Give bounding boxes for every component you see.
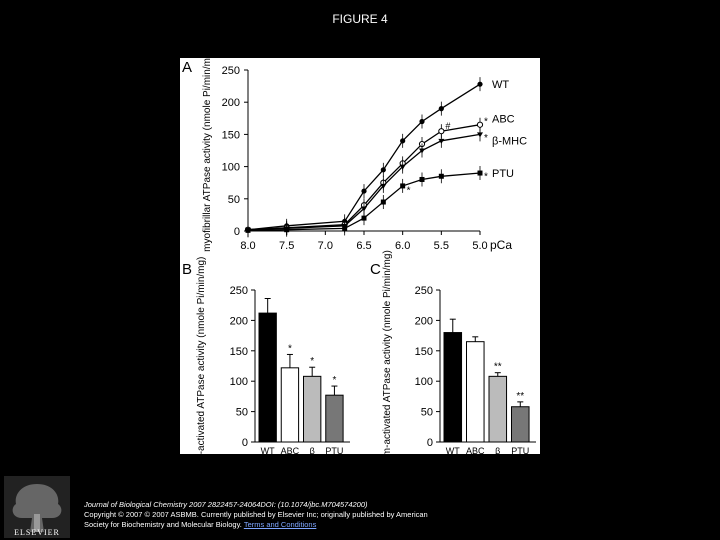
panel-a-x-tick-label: 5.0	[472, 240, 487, 252]
y-tick-label: 50	[421, 407, 433, 419]
logo-text: ELSEVIER	[14, 528, 60, 537]
data-point	[399, 164, 406, 170]
annotation: **	[516, 391, 524, 402]
bar	[466, 341, 485, 443]
annotation: *	[310, 356, 314, 367]
bar	[511, 406, 530, 443]
y-tick-label: 150	[230, 346, 248, 358]
footer: Journal of Biological Chemistry 2007 282…	[84, 500, 704, 530]
y-tick-label: 100	[230, 376, 248, 388]
copyright-2: Society for Biochemistry and Molecular B…	[84, 520, 242, 529]
bar	[280, 367, 300, 443]
bar	[325, 394, 344, 443]
data-point	[380, 167, 386, 173]
data-point	[419, 148, 425, 154]
series-label-2: β-MHC	[492, 135, 527, 147]
x-tick-label: PTU	[325, 446, 343, 454]
data-point	[419, 118, 425, 125]
data-point	[477, 170, 483, 176]
y-tick-label: 250	[230, 285, 248, 297]
data-point	[380, 183, 387, 189]
annotation: *	[288, 343, 292, 354]
annotation: #	[445, 121, 450, 131]
panel-c-y-label: calcium-activated ATPase activity (nmole…	[382, 250, 393, 454]
annotation: *	[484, 171, 488, 182]
panel-a-x-tick-label: 5.5	[434, 240, 449, 252]
series-label-1: ABC	[492, 114, 515, 126]
y-tick-label: 250	[415, 285, 433, 297]
panel-b-label: B	[182, 261, 192, 278]
x-tick-label: WT	[446, 446, 460, 454]
data-point	[438, 173, 444, 179]
x-tick-label: ABC	[466, 446, 485, 454]
panel-a-y-label: myofibrillar ATPase activity (nmole Pi/m…	[202, 58, 213, 252]
data-point	[342, 225, 348, 231]
x-tick-label: PTU	[511, 446, 529, 454]
panel-a-y-tick-label: 200	[222, 97, 240, 109]
data-point	[477, 81, 483, 87]
terms-link[interactable]: Terms and Conditions	[243, 520, 317, 529]
elsevier-tree-logo	[4, 476, 70, 538]
data-point	[400, 138, 406, 144]
page-title: FIGURE 4	[332, 12, 388, 26]
bar	[443, 332, 463, 443]
copyright: Copyright © 2007 © 2007 ASBMB. Currently…	[84, 510, 428, 519]
panel-a-x-tick-label: 6.0	[395, 240, 410, 252]
figure-panel: A 0 50 100 150 200 250 8.0 7.0 7.5 6.5 6.0 5.5 5.0 pCa…	[180, 58, 540, 454]
series-label-3: PTU	[492, 168, 514, 180]
annotation: *	[484, 117, 488, 128]
data-point	[361, 206, 367, 212]
data-point	[284, 227, 290, 233]
panel-a-y-tick-label: 150	[222, 129, 240, 141]
y-tick-label: 150	[415, 346, 433, 358]
data-point	[245, 227, 251, 233]
panel-a-x-label: pCa	[490, 238, 512, 252]
citation: Journal of Biological Chemistry 2007 282…	[84, 500, 368, 509]
y-tick-label: 50	[236, 407, 248, 419]
data-point	[438, 128, 445, 135]
copyright-line-2: Society for Biochemistry and Molecular B…	[84, 520, 704, 530]
data-point	[361, 188, 367, 194]
data-point	[361, 215, 367, 221]
series-label-0: WT	[492, 79, 509, 91]
annotation: **	[494, 362, 502, 373]
y-tick-label: 0	[427, 437, 433, 449]
panel-a-y-tick-label: 0	[234, 226, 240, 238]
annotation: *	[484, 133, 488, 144]
panel-c-label: C	[370, 261, 381, 278]
panel-a-x-tick-label: 7.5	[279, 240, 294, 252]
y-tick-label: 200	[415, 315, 433, 327]
data-point	[419, 176, 425, 182]
bar	[488, 375, 508, 443]
data-point	[438, 106, 444, 112]
panel-a-label: A	[182, 59, 192, 76]
panel-b-y-label: actin-activated ATPase activity (nmole P…	[196, 257, 207, 454]
annotation: *	[407, 186, 411, 197]
panel-a-y-tick-label: 50	[228, 194, 240, 206]
data-point	[476, 121, 484, 128]
x-tick-label: β	[310, 446, 315, 454]
data-point	[438, 138, 445, 144]
annotation: *	[332, 375, 336, 386]
y-tick-label: 0	[242, 437, 248, 449]
panel-a-y-tick-label: 100	[222, 162, 240, 174]
data-point	[380, 199, 386, 205]
y-tick-label: 200	[230, 315, 248, 327]
panel-a-x-tick-label: 7.0	[318, 240, 333, 252]
data-point	[400, 183, 406, 189]
x-tick-label: WT	[261, 446, 275, 454]
data-point	[477, 132, 483, 138]
figure-svg: A 0 50 100 150 200 250 8.0 7.0 7.5 6.5 6.0 5.5 5.0 pCa…	[182, 58, 536, 454]
y-tick-label: 100	[415, 376, 433, 388]
panel-a-x-tick-label: 8.0	[240, 240, 255, 252]
x-tick-label: ABC	[281, 446, 300, 454]
x-tick-label: β	[495, 446, 500, 454]
bar	[303, 375, 322, 443]
panel-a-y-tick-label: 250	[222, 65, 240, 77]
bar	[258, 312, 277, 443]
panel-a-x-tick-label: 6.5	[356, 240, 371, 252]
